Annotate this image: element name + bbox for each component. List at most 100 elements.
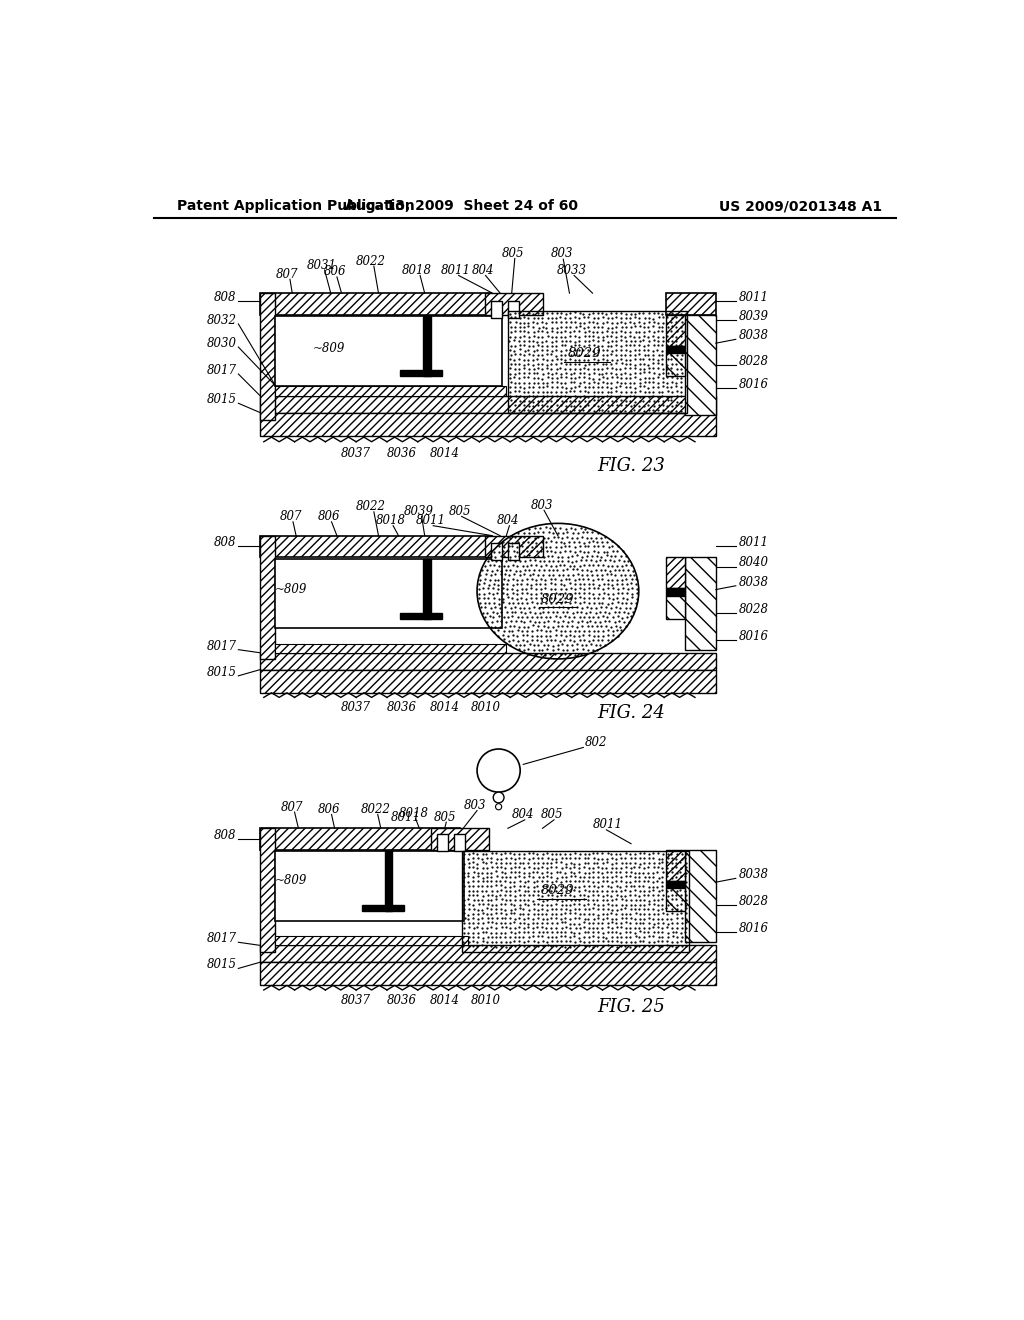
Bar xyxy=(260,293,490,314)
Text: 8040: 8040 xyxy=(739,557,769,569)
Text: 807: 807 xyxy=(280,511,302,523)
Text: 8029: 8029 xyxy=(541,593,574,606)
Text: 8011: 8011 xyxy=(739,290,769,304)
Circle shape xyxy=(477,748,520,792)
Bar xyxy=(385,851,392,911)
Text: 8028: 8028 xyxy=(739,603,769,615)
Text: 8038: 8038 xyxy=(739,576,769,589)
Text: 8022: 8022 xyxy=(355,500,386,513)
Text: 8015: 8015 xyxy=(207,665,237,678)
Text: 8011: 8011 xyxy=(416,515,445,527)
Bar xyxy=(666,595,685,619)
Bar xyxy=(508,312,687,413)
Bar xyxy=(685,850,716,942)
Text: 8031: 8031 xyxy=(306,259,337,272)
Bar xyxy=(260,536,275,659)
Bar xyxy=(490,544,502,561)
Text: 8010: 8010 xyxy=(471,701,502,714)
Bar xyxy=(260,829,460,850)
Text: 8029: 8029 xyxy=(541,884,574,896)
Bar xyxy=(508,301,518,318)
Text: 8018: 8018 xyxy=(402,264,432,277)
Text: 803: 803 xyxy=(551,247,573,260)
Bar xyxy=(666,589,685,595)
Bar xyxy=(423,317,431,376)
Text: 8018: 8018 xyxy=(399,807,429,820)
Text: 8017: 8017 xyxy=(207,364,237,378)
Bar xyxy=(275,317,503,385)
Text: 805: 805 xyxy=(542,808,564,821)
Bar xyxy=(260,945,716,962)
Text: 8016: 8016 xyxy=(739,378,769,391)
Text: 806: 806 xyxy=(318,511,340,523)
Text: 804: 804 xyxy=(472,264,495,277)
Text: 806: 806 xyxy=(324,265,346,279)
Bar xyxy=(666,346,685,354)
Bar xyxy=(454,834,465,851)
Text: 8011: 8011 xyxy=(391,810,421,824)
Bar xyxy=(462,851,689,952)
Circle shape xyxy=(494,792,504,803)
Text: 8018: 8018 xyxy=(376,515,406,527)
Bar xyxy=(400,612,442,619)
Text: 8036: 8036 xyxy=(387,994,417,1007)
Bar xyxy=(260,396,716,412)
Text: 8016: 8016 xyxy=(739,923,769,936)
Bar xyxy=(260,293,275,420)
Bar xyxy=(423,558,431,619)
Bar xyxy=(275,385,506,396)
Bar xyxy=(666,888,685,911)
Text: 8038: 8038 xyxy=(739,330,769,342)
Text: 804: 804 xyxy=(512,808,535,821)
Bar xyxy=(260,536,490,557)
Bar xyxy=(666,314,685,346)
Bar xyxy=(484,536,543,557)
Text: 8011: 8011 xyxy=(440,264,470,277)
Text: FIG. 23: FIG. 23 xyxy=(597,458,665,475)
Text: 8022: 8022 xyxy=(360,803,390,816)
Text: FIG. 24: FIG. 24 xyxy=(597,704,665,722)
Text: 8036: 8036 xyxy=(387,701,417,714)
Text: US 2009/0201348 A1: US 2009/0201348 A1 xyxy=(719,199,882,213)
Text: 8032: 8032 xyxy=(207,314,237,327)
Text: ~809: ~809 xyxy=(274,583,307,597)
Bar xyxy=(260,653,716,669)
Text: 803: 803 xyxy=(531,499,554,512)
Bar xyxy=(666,557,685,589)
Text: 8014: 8014 xyxy=(430,701,460,714)
Bar xyxy=(685,314,716,414)
Bar xyxy=(666,354,685,376)
Text: 8022: 8022 xyxy=(355,255,386,268)
Bar xyxy=(275,558,503,628)
Text: 805: 805 xyxy=(449,506,471,517)
Text: 806: 806 xyxy=(318,803,340,816)
Text: 8037: 8037 xyxy=(341,447,371,461)
Text: 8028: 8028 xyxy=(739,895,769,908)
Text: FIG. 25: FIG. 25 xyxy=(597,998,665,1016)
Text: 8014: 8014 xyxy=(430,447,460,461)
Text: 8017: 8017 xyxy=(207,932,237,945)
Text: 808: 808 xyxy=(214,536,237,549)
Text: 803: 803 xyxy=(464,799,486,812)
Text: 8030: 8030 xyxy=(207,337,237,350)
Bar xyxy=(666,880,685,888)
Text: 8037: 8037 xyxy=(341,994,371,1007)
Text: 8011: 8011 xyxy=(593,818,623,832)
Text: ~809: ~809 xyxy=(274,874,307,887)
Text: 8010: 8010 xyxy=(471,994,502,1007)
Bar xyxy=(484,293,543,314)
Bar xyxy=(275,851,464,921)
Circle shape xyxy=(496,804,502,809)
Bar xyxy=(260,829,275,952)
Text: 8016: 8016 xyxy=(739,630,769,643)
Text: 802: 802 xyxy=(585,737,607,748)
Text: 8015: 8015 xyxy=(207,393,237,407)
Text: 808: 808 xyxy=(214,829,237,842)
Bar xyxy=(400,370,442,376)
Bar xyxy=(666,293,716,314)
Bar xyxy=(508,544,518,561)
Text: 805: 805 xyxy=(433,810,456,824)
Text: 8039: 8039 xyxy=(739,310,769,323)
Text: 8017: 8017 xyxy=(207,640,237,652)
Bar xyxy=(431,829,488,850)
